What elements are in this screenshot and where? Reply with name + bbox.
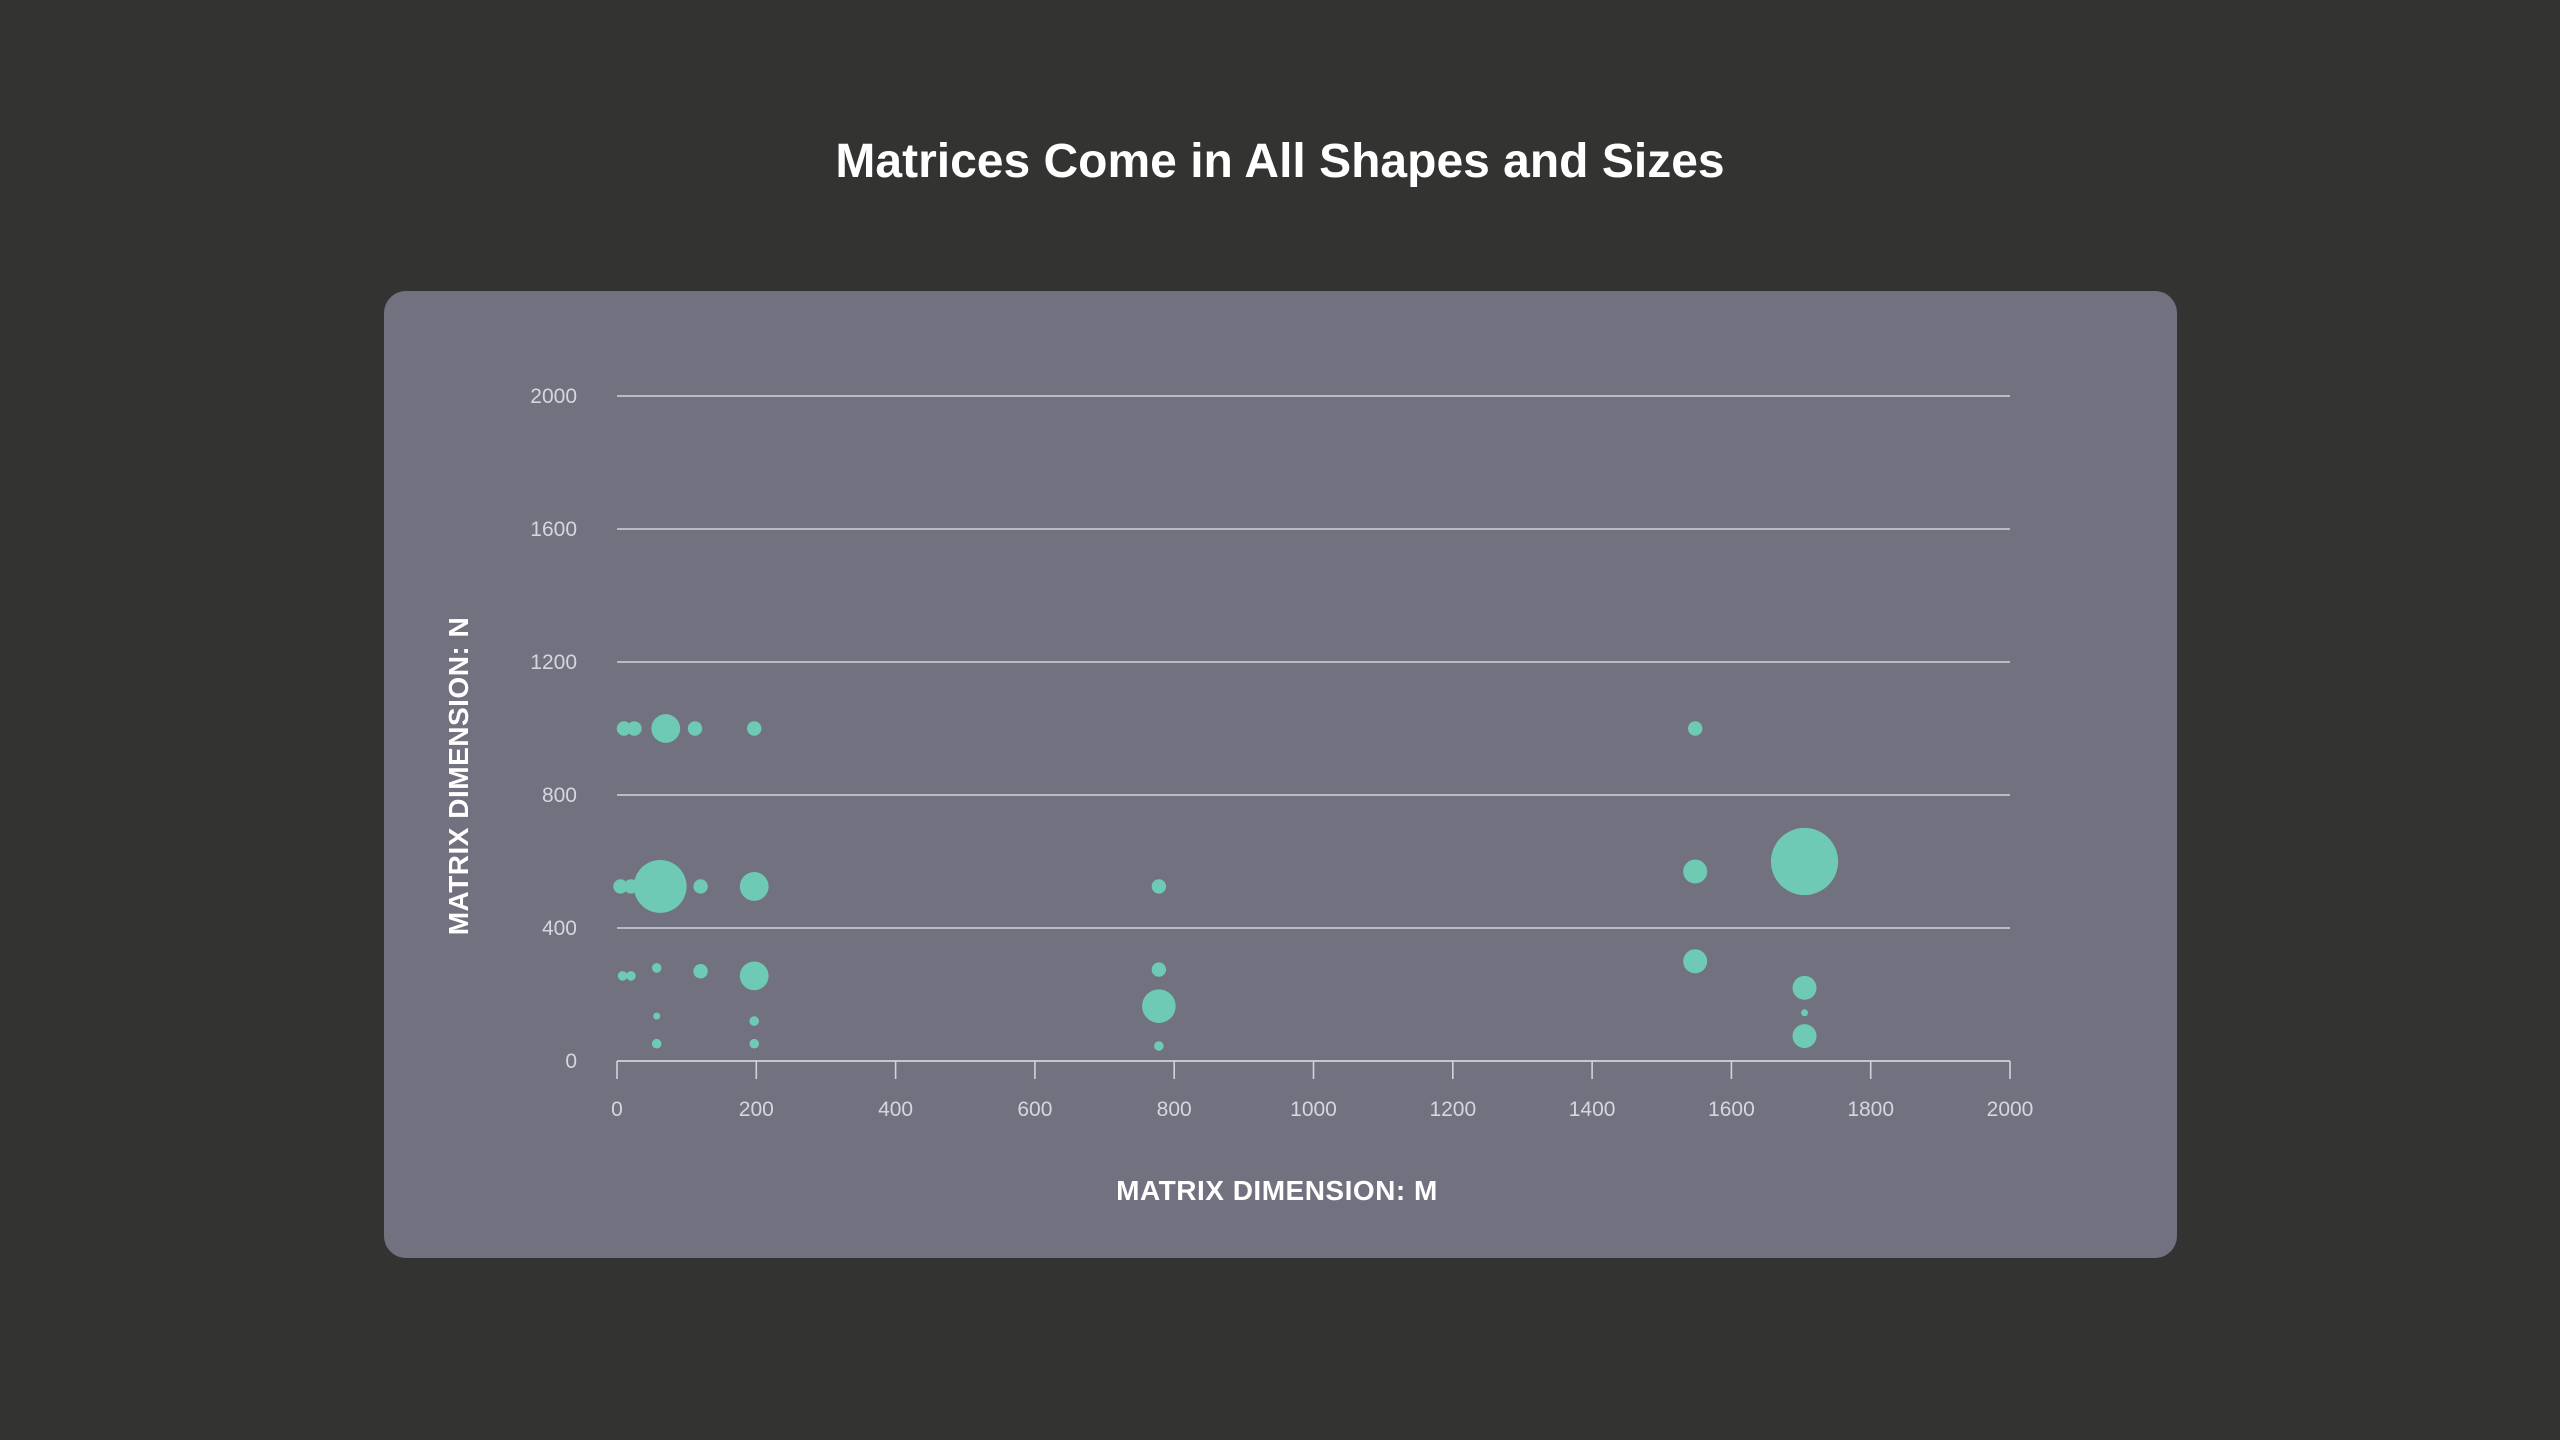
x-tick-label-800: 800 — [1157, 1098, 1192, 1121]
data-points — [613, 714, 1839, 1051]
bubble-point-30 — [1792, 1024, 1817, 1049]
y-tick-label-2000: 2000 — [530, 385, 577, 408]
bubble-point-21 — [1142, 989, 1176, 1023]
tick-labels: 0 400 800 1200 1600 2000 0 200 400 600 800 1000 1200… — [530, 385, 2033, 1121]
x-tick-label-0: 0 — [611, 1098, 623, 1121]
bubble-point-4 — [687, 721, 703, 736]
bubble-point-7 — [613, 879, 628, 894]
y-tick-label-800: 800 — [542, 784, 577, 807]
gridlines — [617, 395, 2010, 929]
page-title: Matrices Come in All Shapes and Sizes — [835, 135, 1725, 188]
bubble-chart: 0 400 800 1200 1600 2000 0 200 400 600 800 1000 1200… — [443, 385, 2033, 1206]
bubble-point-17 — [651, 963, 662, 973]
x-tick-label-400: 400 — [878, 1098, 913, 1121]
chart-panel: 0 400 800 1200 1600 2000 0 200 400 600 800 1000 1200… — [384, 291, 2177, 1258]
bubble-point-18 — [693, 964, 708, 979]
bubble-point-28 — [1792, 975, 1817, 1000]
bubble-point-16 — [626, 971, 636, 981]
x-tick-label-1600: 1600 — [1708, 1098, 1755, 1121]
x-tick-label-200: 200 — [739, 1098, 774, 1121]
y-tick-label-400: 400 — [542, 917, 577, 940]
x-tick-label-600: 600 — [1017, 1098, 1052, 1121]
bubble-point-5 — [747, 721, 762, 736]
x-axis — [616, 1060, 2011, 1079]
bubble-point-15 — [617, 971, 628, 981]
bubble-point-19 — [739, 961, 769, 991]
bubble-point-1 — [616, 721, 632, 736]
bubble-point-9 — [633, 860, 687, 913]
bubble-point-2 — [627, 721, 642, 736]
bubble-point-25 — [651, 1038, 662, 1049]
bubble-point-10 — [693, 879, 708, 894]
bubble-point-11 — [739, 872, 769, 901]
y-tick-label-1600: 1600 — [530, 518, 577, 541]
bubble-point-24 — [749, 1016, 760, 1026]
bubble-point-13 — [1683, 859, 1708, 884]
bubble-point-3 — [651, 714, 681, 743]
x-tick-label-1200: 1200 — [1429, 1098, 1476, 1121]
bubble-point-29 — [1801, 1009, 1809, 1017]
bubble-point-26 — [749, 1038, 760, 1049]
bubble-point-12 — [1151, 879, 1167, 894]
x-axis-title: MATRIX DIMENSION: M — [1116, 1175, 1438, 1206]
x-tick-label-1400: 1400 — [1569, 1098, 1616, 1121]
bubble-point-23 — [653, 1012, 661, 1020]
x-tick-label-1800: 1800 — [1847, 1098, 1894, 1121]
bubble-point-27 — [1683, 949, 1708, 974]
bubble-point-20 — [1151, 962, 1167, 977]
bubble-point-22 — [1154, 1041, 1164, 1051]
y-tick-label-1200: 1200 — [530, 651, 577, 674]
bubble-point-14 — [1770, 827, 1839, 896]
x-tick-label-1000: 1000 — [1290, 1098, 1337, 1121]
y-tick-label-0: 0 — [565, 1050, 577, 1073]
bubble-point-6 — [1687, 721, 1703, 736]
y-axis-title: MATRIX DIMENSION: N — [443, 617, 474, 936]
x-tick-label-2000: 2000 — [1987, 1098, 2034, 1121]
